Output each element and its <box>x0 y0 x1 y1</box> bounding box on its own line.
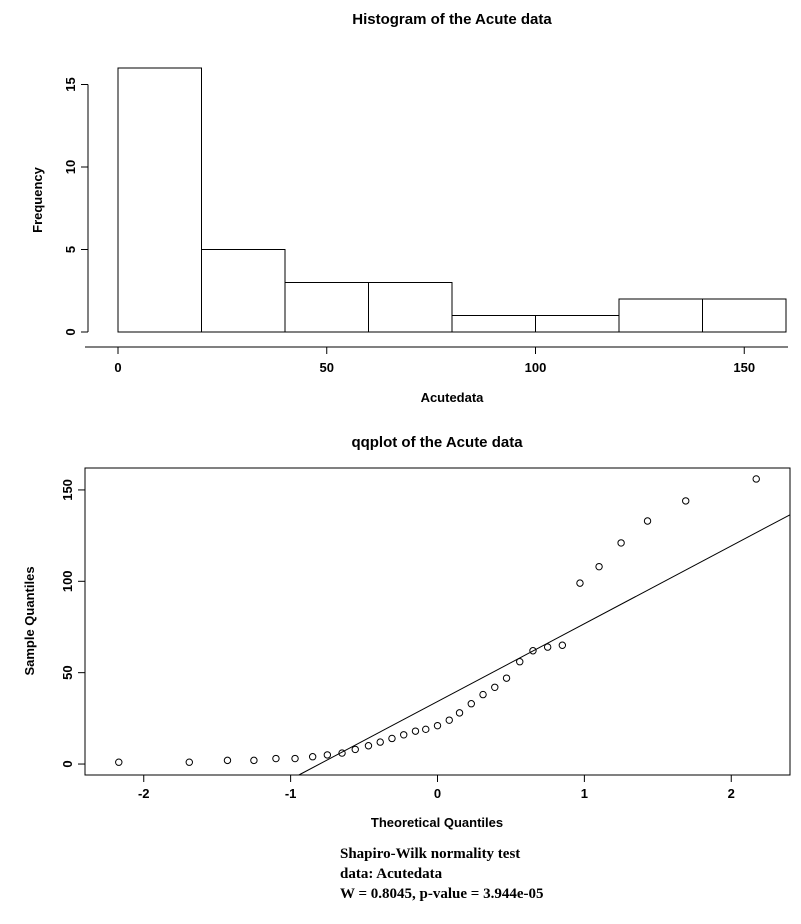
histogram-chart: Histogram of the Acute data 0 5 10 15 Frequen… <box>0 0 801 420</box>
shapiro-test-results: Shapiro-Wilk normality test data: Acuted… <box>340 844 543 904</box>
histogram-svg: Histogram of the Acute data 0 5 10 15 Frequen… <box>30 11 788 405</box>
qqplot-chart: qqplot of the Acute data 0 50 100 150 Sample … <box>0 420 801 840</box>
svg-text:0: 0 <box>63 328 78 335</box>
svg-text:50: 50 <box>60 665 75 679</box>
svg-text:0: 0 <box>434 786 441 801</box>
svg-text:150: 150 <box>733 360 755 375</box>
svg-text:10: 10 <box>63 160 78 174</box>
svg-text:100: 100 <box>60 570 75 592</box>
test-result: W = 0.8045, p-value = 3.944e-05 <box>340 886 544 902</box>
svg-text:0: 0 <box>60 760 75 767</box>
qqplot-svg: qqplot of the Acute data 0 50 100 150 Sample … <box>22 434 791 830</box>
svg-text:-2: -2 <box>138 786 150 801</box>
test-title: Shapiro-Wilk normality test <box>340 846 521 862</box>
svg-text:2: 2 <box>728 786 735 801</box>
svg-text:150: 150 <box>60 479 75 501</box>
svg-text:15: 15 <box>63 77 78 91</box>
svg-text:Histogram of the Acute data: Histogram of the Acute data <box>352 11 552 28</box>
svg-text:5: 5 <box>63 246 78 253</box>
svg-text:Theoretical Quantiles: Theoretical Quantiles <box>371 815 503 830</box>
svg-text:qqplot of the Acute data: qqplot of the Acute data <box>351 434 523 451</box>
svg-text:Sample Quantiles: Sample Quantiles <box>22 566 37 675</box>
svg-text:Frequency: Frequency <box>30 166 45 233</box>
svg-text:-1: -1 <box>285 786 297 801</box>
svg-text:100: 100 <box>525 360 547 375</box>
svg-text:0: 0 <box>114 360 121 375</box>
svg-text:50: 50 <box>320 360 334 375</box>
svg-text:Acutedata: Acutedata <box>421 390 485 405</box>
test-data: data: Acutedata <box>340 866 443 882</box>
svg-text:1: 1 <box>581 786 588 801</box>
